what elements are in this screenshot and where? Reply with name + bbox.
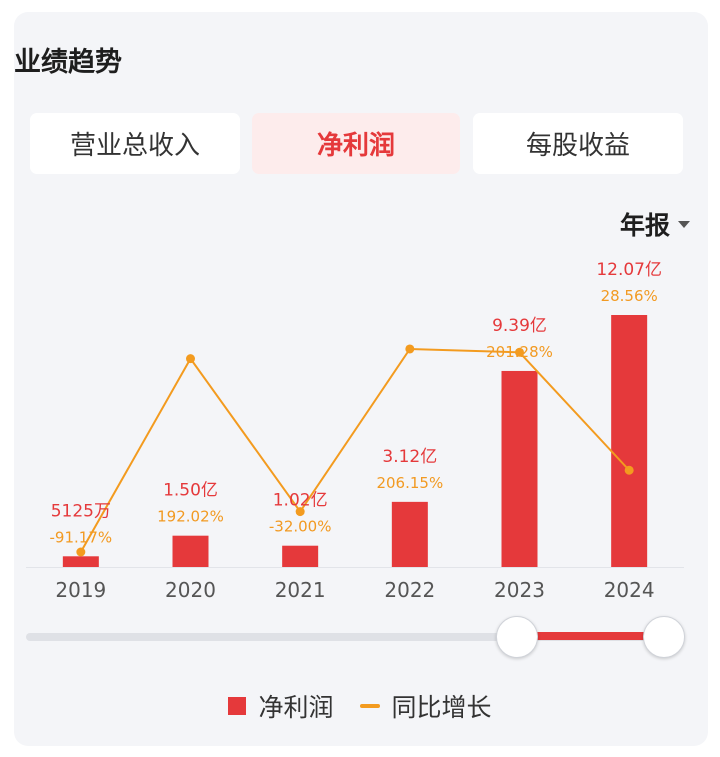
legend-item-net-profit[interactable]: 净利润: [228, 688, 334, 724]
bar-2024: [611, 315, 648, 567]
bar-value-label-2020: 1.50亿: [163, 481, 218, 501]
range-slider-start-handle[interactable]: [496, 616, 538, 658]
bar-value-label-2021: 1.02亿: [273, 491, 328, 511]
x-tick-label-2023: 2023: [494, 578, 545, 602]
tab-total-revenue[interactable]: 营业总收入: [30, 113, 240, 174]
card-title: 业绩趋势: [14, 47, 122, 78]
growth-point-2020: [186, 354, 195, 364]
growth-point-2019: [76, 547, 86, 557]
bar-value-label-2022: 3.12亿: [382, 447, 437, 467]
growth-point-2022: [405, 344, 415, 354]
growth-value-label-2023: 201.28%: [486, 343, 553, 361]
legend-item-yoy-growth[interactable]: 同比增长: [359, 688, 492, 724]
x-tick-label-2019: 2019: [55, 578, 106, 602]
growth-value-label-2020: 192.02%: [157, 508, 224, 526]
growth-value-label-2022: 206.15%: [376, 474, 443, 492]
growth-point-2023: [515, 347, 524, 357]
legend-label-yoy-growth: 同比增长: [391, 693, 492, 722]
bar-2019: [62, 556, 99, 567]
bar-2020: [172, 535, 209, 567]
caret-down-icon: [678, 220, 690, 228]
line-swatch-icon: [359, 704, 380, 708]
range-slider-track[interactable]: [26, 633, 666, 641]
growth-value-label-2021: -32.00%: [269, 518, 332, 536]
chart-legend: 净利润 同比增长: [0, 688, 720, 724]
bar-2022: [391, 501, 428, 567]
bar-value-label-2023: 9.39亿: [492, 316, 547, 336]
growth-line: [79, 347, 630, 553]
bar-2021: [282, 545, 319, 567]
legend-label-net-profit: 净利润: [258, 693, 334, 722]
bar-swatch-icon: [228, 697, 247, 715]
growth-value-label-2019: -91.17%: [50, 528, 113, 546]
bar-value-label-2019: 5125万: [51, 501, 111, 521]
growth-point-2021: [295, 507, 305, 517]
range-slider-end-handle[interactable]: [643, 616, 685, 658]
x-tick-label-2024: 2024: [604, 578, 655, 602]
x-tick-label-2022: 2022: [384, 578, 435, 602]
x-tick-label-2021: 2021: [275, 578, 326, 602]
period-dropdown[interactable]: 年报: [620, 206, 690, 242]
tab-net-profit[interactable]: 净利润: [252, 113, 460, 174]
growth-value-label-2024: 28.56%: [601, 287, 658, 305]
x-tick-label-2020: 2020: [165, 578, 216, 602]
range-slider-selection: [518, 632, 664, 640]
bar-value-label-2024: 12.07亿: [596, 260, 662, 280]
bar-2023: [501, 370, 538, 567]
period-label: 年报: [619, 211, 670, 240]
tab-eps[interactable]: 每股收益: [473, 113, 683, 174]
growth-point-2024: [624, 465, 634, 475]
